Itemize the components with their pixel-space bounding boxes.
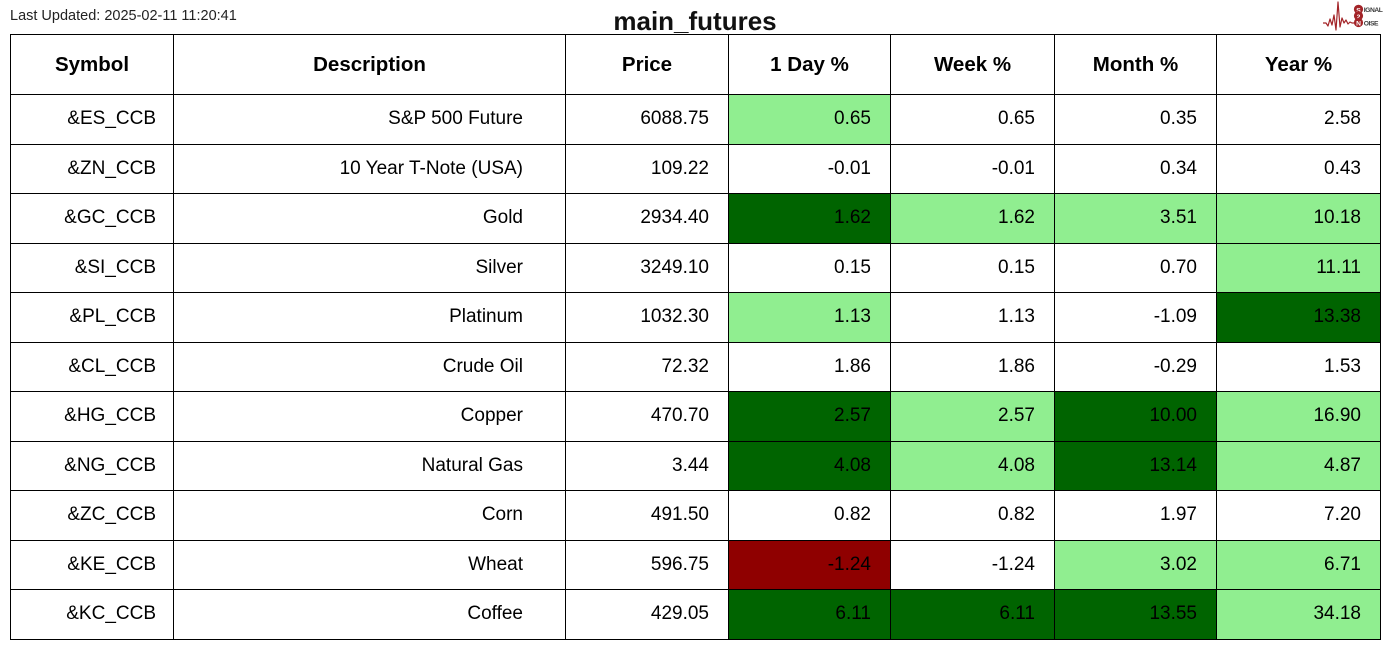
svg-text:IGNAL: IGNAL <box>1364 7 1383 14</box>
svg-text:OISE: OISE <box>1364 20 1379 27</box>
svg-text:N: N <box>1356 21 1361 28</box>
